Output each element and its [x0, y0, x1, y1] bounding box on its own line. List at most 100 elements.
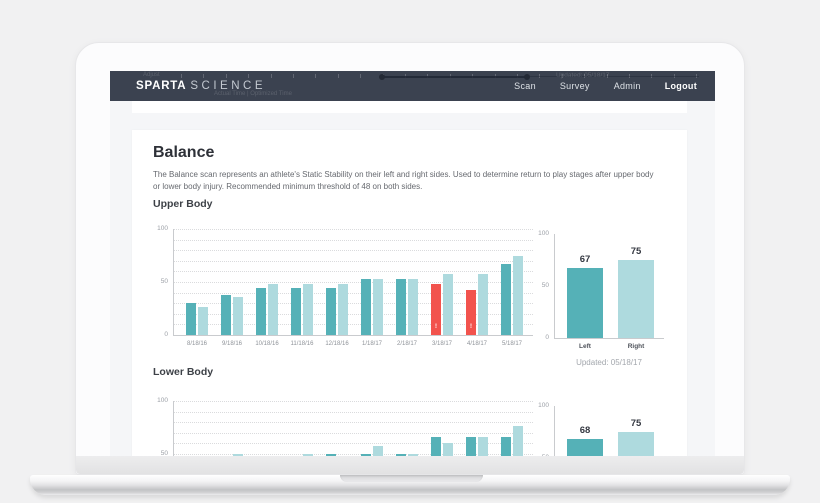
y-axis-line [554, 406, 555, 456]
gridline [173, 422, 533, 424]
gridline [173, 260, 533, 262]
trend-bar-left [501, 437, 511, 456]
y-axis-line [173, 401, 174, 456]
trend-bar-left: ! [431, 284, 441, 335]
gridline [173, 454, 533, 455]
gridline [173, 282, 533, 283]
updated-timestamp: Updated: 05/18/17 [576, 358, 642, 367]
trend-bar-right [303, 284, 313, 335]
ghost-adjust-label: Adjust [143, 72, 160, 78]
ghost-tick [405, 74, 406, 78]
gridline [173, 313, 533, 315]
bar-value-label: 75 [630, 418, 642, 429]
gridline [173, 443, 533, 445]
ghost-tick [315, 74, 317, 78]
trend-bar-right [233, 296, 243, 335]
ghost-tick [181, 74, 182, 78]
ghost-tick [472, 74, 474, 78]
alert-marker: ! [435, 323, 437, 330]
y-tick-label: 50 [541, 282, 549, 289]
balance-card: Balance The Balance scan represents an a… [132, 130, 687, 456]
bar-category-label: Right [627, 343, 645, 350]
gridline [173, 271, 533, 273]
y-tick-label: 0 [545, 334, 549, 341]
trend-bar-right [513, 255, 523, 335]
ghost-range-line [382, 76, 527, 78]
trend-bar-right [478, 437, 488, 456]
x-tick-label: 2/18/17 [396, 341, 418, 347]
trend-bar-left [326, 288, 336, 335]
y-tick-label: 100 [157, 225, 168, 232]
trend-bar-right [408, 278, 418, 335]
laptop-hinge [76, 456, 744, 474]
x-tick-label: 1/18/17 [361, 341, 383, 347]
page-body: Balance The Balance scan represents an a… [110, 101, 715, 456]
x-tick-label: 9/18/16 [221, 341, 243, 347]
x-tick-label: 3/18/17 [431, 341, 453, 347]
bar-category-label: Left [579, 343, 591, 350]
x-tick-label: 8/18/16 [186, 341, 208, 347]
summary-bar-right [618, 260, 654, 338]
bar-value-label: 67 [579, 254, 591, 266]
x-tick-label: 4/18/17 [466, 341, 488, 347]
previous-card-bottom [132, 101, 687, 113]
x-tick-label: 5/18/17 [501, 341, 523, 347]
nav-link-admin[interactable]: Admin [613, 81, 641, 91]
y-axis-line [554, 234, 555, 338]
nav-link-scan[interactable]: Scan [514, 81, 536, 91]
y-tick-label: 0 [164, 331, 168, 338]
gridline [173, 303, 533, 305]
page-title: Balance [153, 144, 215, 161]
x-axis-line [554, 338, 664, 339]
ghost-tick [270, 74, 272, 78]
trend-bar-right [443, 443, 453, 456]
trend-bar-right [373, 445, 383, 456]
y-tick-label: 50 [160, 278, 168, 285]
brand-secondary: SCIENCE [190, 80, 266, 92]
ghost-tick [203, 74, 205, 78]
section-title-upper-body: Upper Body [153, 198, 213, 210]
bar-value-label: 75 [630, 246, 642, 257]
brand-primary: SPARTA [136, 80, 187, 92]
summary-bar-left [567, 268, 603, 338]
ghost-tick [494, 74, 496, 78]
x-tick-label: 12/18/16 [325, 341, 349, 347]
trend-bar-left [501, 263, 511, 335]
page-description: The Balance scan represents an athlete's… [153, 170, 654, 191]
gridline [173, 250, 533, 252]
x-axis-line [173, 335, 533, 336]
nav-link-logout[interactable]: Logout [664, 81, 697, 91]
trend-bar-right [268, 284, 278, 335]
brand-logo[interactable]: SPARTA SCIENCE [136, 79, 266, 93]
trend-bar-right [338, 284, 348, 335]
trend-bar-right [443, 273, 453, 335]
gridline [173, 292, 533, 294]
trend-bar-left: ! [466, 290, 476, 335]
x-tick-label: 10/18/16 [255, 341, 279, 347]
trend-bar-left [186, 303, 196, 335]
ghost-tick [293, 74, 294, 78]
trend-bar-right [198, 307, 208, 335]
main-nav: Scan Survey Admin Logout [514, 71, 697, 101]
nav-link-survey[interactable]: Survey [559, 81, 590, 91]
trend-bar-left [396, 278, 406, 335]
ghost-tick [449, 74, 451, 78]
gridline [173, 401, 533, 402]
gridline [173, 239, 533, 241]
summary-bar-right [618, 432, 654, 456]
ghost-slider-handle-1 [379, 74, 385, 80]
gridline [173, 411, 533, 413]
ghost-tick [360, 74, 362, 78]
ghost-tick [248, 74, 250, 78]
ghost-tick [225, 74, 227, 78]
trend-bar-left [291, 288, 301, 335]
y-tick-label: 100 [538, 402, 549, 409]
trend-bar-right [513, 426, 523, 456]
alert-marker: ! [470, 323, 472, 330]
y-axis-line [173, 229, 174, 335]
screen-display: Adjust Actual Time | Optimized Time Upda… [110, 71, 715, 456]
laptop-base [30, 475, 790, 495]
trend-bar-left [361, 278, 371, 335]
trend-bar-left [431, 437, 441, 456]
